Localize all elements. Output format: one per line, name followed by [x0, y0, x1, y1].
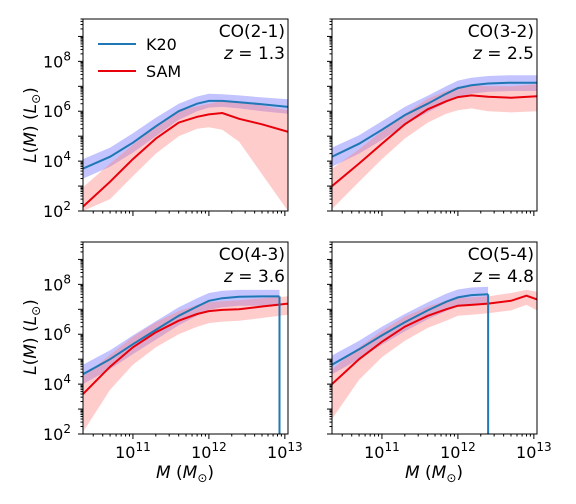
y-tick-label-co21: 104 — [43, 149, 71, 171]
plot-area-co32 — [332, 75, 537, 209]
y-tick-label-co43: 108 — [43, 272, 71, 294]
k20-line-co43 — [83, 295, 280, 376]
xlabel-left: M (M⊙) — [156, 463, 214, 485]
y-tick-label-co43: 104 — [43, 372, 71, 394]
k20-band-co32 — [332, 75, 537, 167]
plot-area-co43 — [83, 289, 288, 434]
legend: K20 SAM — [98, 35, 181, 81]
sam-band-co32 — [332, 84, 537, 209]
x-tick-label-co43: 1013 — [267, 440, 303, 462]
sam-band-co21 — [83, 100, 288, 211]
y-tick-label-co21: 106 — [43, 99, 71, 121]
panel-co54: 1011 1012 1013 CO(5-4)z = 4.8 — [327, 241, 552, 462]
xlabel-right: M (M⊙) — [405, 463, 463, 485]
y-tick-label-co43: 106 — [43, 322, 71, 344]
ylabel-bottom: L(M) (L⊙) — [21, 299, 43, 375]
k20-line-co32 — [332, 81, 537, 158]
x-tick-label-co43: 1012 — [191, 440, 227, 462]
sam-line-co54 — [332, 294, 537, 385]
panel-z-label-co54: z = 4.8 — [472, 267, 534, 287]
y-tick-label-co43: 102 — [43, 422, 71, 444]
panels-layer: 102 104 106 108 CO(2-1)z = 1.3 CO(3-2)z = 2.5… — [43, 18, 552, 462]
y-tick-label-co21: 108 — [43, 49, 71, 71]
sam-line-co21 — [83, 111, 288, 208]
panel-line-label-co43: CO(4-3) — [219, 245, 285, 265]
k20-band-co21 — [83, 93, 288, 179]
panel-line-label-co21: CO(2-1) — [219, 22, 285, 42]
plot-area-co54 — [332, 286, 537, 434]
panel-line-label-co54: CO(5-4) — [468, 245, 534, 265]
legend-k20-label: K20 — [146, 35, 177, 54]
k20-band-co43 — [83, 289, 280, 385]
panel-z-label-co43: z = 3.6 — [223, 267, 285, 287]
k20-line-co21 — [83, 99, 288, 170]
panel-z-label-co21: z = 1.3 — [223, 44, 285, 64]
panel-co21: 102 104 106 108 CO(2-1)z = 1.3 — [43, 18, 289, 221]
x-tick-label-co54: 1013 — [516, 440, 552, 462]
sam-band-co54 — [332, 289, 537, 419]
plot-area-co21 — [83, 93, 288, 211]
x-tick-label-co54: 1011 — [364, 440, 400, 462]
panel-co43: 1011 1012 1013 102 104 106 108 CO(4-3)z = 3.6 — [43, 241, 303, 462]
sam-line-co32 — [332, 94, 537, 187]
x-tick-label-co43: 1011 — [115, 440, 151, 462]
ylabel-top: L(M) (L⊙) — [21, 87, 43, 163]
panel-z-label-co32: z = 2.5 — [472, 44, 534, 64]
panel-co32: CO(3-2)z = 2.5 — [327, 18, 538, 216]
sam-line-co43 — [83, 302, 288, 395]
y-tick-label-co21: 102 — [43, 199, 71, 221]
sam-band-co43 — [83, 296, 288, 432]
x-tick-label-co54: 1012 — [440, 440, 476, 462]
panel-line-label-co32: CO(3-2) — [468, 22, 534, 42]
k20-line-co54 — [332, 293, 489, 366]
legend-sam-label: SAM — [146, 62, 181, 81]
